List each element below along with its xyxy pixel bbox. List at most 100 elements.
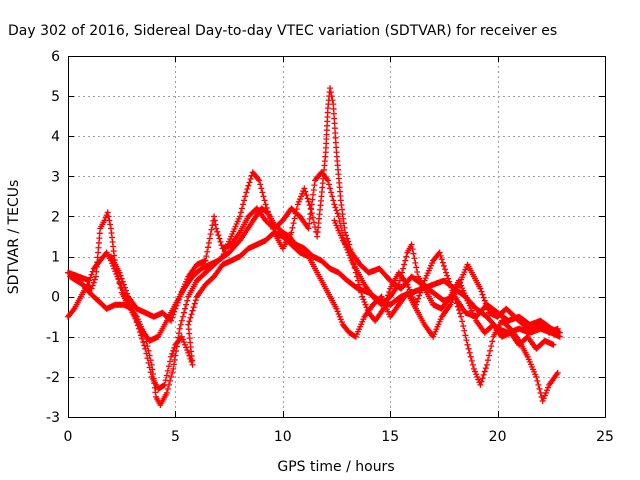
data-point — [474, 373, 481, 380]
data-points — [65, 85, 563, 408]
data-point — [468, 357, 475, 364]
chart-title: Day 302 of 2016, Sidereal Day-to-day VTE… — [8, 23, 557, 39]
data-point — [171, 356, 178, 363]
data-point — [176, 325, 183, 332]
data-point — [167, 358, 174, 365]
data-point — [478, 378, 485, 385]
data-point — [440, 262, 447, 269]
data-point — [140, 339, 147, 346]
data-point — [178, 333, 185, 340]
data-point — [211, 217, 218, 224]
data-point — [448, 284, 455, 291]
data-point — [90, 279, 97, 286]
data-point — [189, 307, 196, 314]
data-point — [106, 217, 113, 224]
data-point — [403, 253, 410, 260]
data-point — [216, 235, 223, 242]
data-point — [170, 347, 177, 354]
y-tick-label: 2 — [51, 209, 60, 225]
data-point — [169, 369, 176, 376]
data-point — [438, 256, 445, 263]
data-point — [457, 310, 464, 317]
data-point — [334, 210, 341, 217]
data-point — [533, 373, 540, 380]
data-point — [537, 389, 544, 396]
data-point — [144, 355, 151, 362]
data-point — [184, 297, 191, 304]
data-point — [142, 345, 149, 352]
data-point — [261, 197, 268, 204]
data-point — [413, 264, 420, 271]
x-axis-title: GPS time / hours — [277, 459, 394, 475]
data-point — [259, 189, 266, 196]
data-point — [102, 214, 109, 221]
data-point — [139, 335, 146, 342]
data-point — [122, 287, 129, 294]
data-point — [360, 296, 367, 303]
data-point — [410, 250, 417, 257]
data-point — [190, 304, 197, 311]
data-point — [356, 281, 363, 288]
data-point — [541, 392, 548, 399]
data-point — [162, 377, 169, 384]
series-track-e — [331, 217, 563, 336]
data-point — [327, 185, 334, 192]
data-point — [205, 244, 212, 251]
data-point — [169, 314, 176, 321]
data-point — [478, 288, 485, 295]
data-point — [163, 389, 170, 396]
data-point — [178, 317, 185, 324]
data-point — [191, 300, 198, 307]
data-point — [168, 317, 175, 324]
data-point — [290, 220, 297, 227]
data-point — [358, 289, 365, 296]
data-point — [245, 182, 252, 189]
data-point — [309, 214, 316, 221]
data-point — [465, 345, 472, 352]
data-point — [89, 282, 96, 289]
data-point — [463, 337, 470, 344]
x-tick-label: 10 — [274, 429, 292, 445]
data-point — [179, 313, 186, 320]
data-point — [130, 309, 137, 316]
data-point — [177, 321, 184, 328]
data-point — [182, 305, 189, 312]
data-point — [301, 185, 308, 192]
data-point — [357, 285, 364, 292]
data-point — [256, 177, 263, 184]
data-point — [480, 371, 487, 378]
data-point — [467, 353, 474, 360]
data-point — [135, 325, 142, 332]
data-point — [134, 322, 141, 329]
data-point — [335, 311, 342, 318]
data-point — [304, 195, 311, 202]
data-point — [328, 189, 335, 196]
data-point — [184, 347, 191, 354]
data-point — [204, 248, 211, 255]
data-point — [87, 274, 94, 281]
data-point — [236, 213, 243, 220]
data-point — [88, 271, 95, 278]
data-point — [143, 350, 150, 357]
data-point — [469, 361, 476, 368]
data-point — [171, 344, 178, 351]
data-point — [180, 309, 187, 316]
data-point — [333, 207, 340, 214]
data-point — [464, 341, 471, 348]
data-point — [472, 368, 479, 375]
data-point — [242, 193, 249, 200]
data-point — [118, 275, 125, 282]
data-point — [171, 308, 178, 315]
data-point — [119, 278, 126, 285]
data-point — [466, 349, 473, 356]
data-point — [188, 311, 195, 318]
data-point — [288, 229, 295, 236]
data-point — [168, 373, 175, 380]
data-point — [163, 372, 170, 379]
data-point — [211, 213, 218, 220]
data-point — [291, 215, 298, 222]
data-point — [325, 181, 332, 188]
data-point — [265, 211, 272, 218]
x-tick-label: 5 — [171, 429, 180, 445]
data-point — [246, 179, 253, 186]
